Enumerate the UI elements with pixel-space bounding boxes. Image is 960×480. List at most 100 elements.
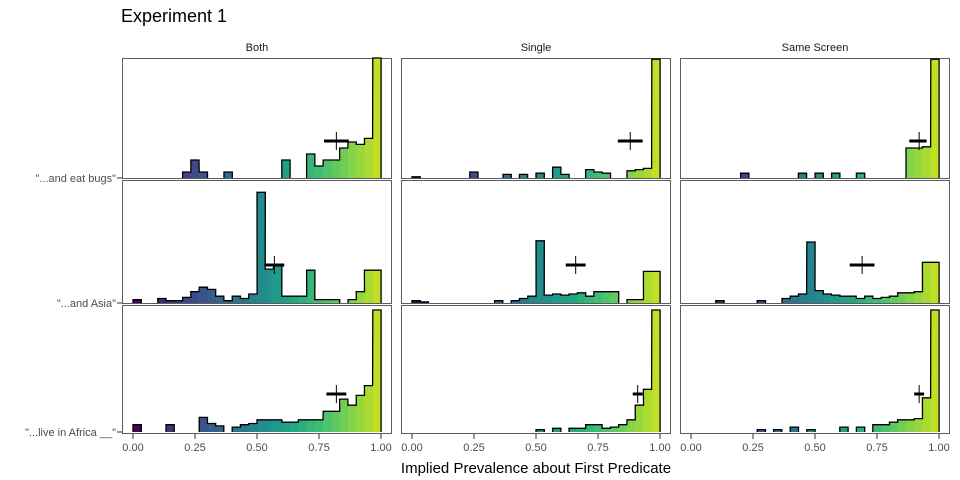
histogram-bar bbox=[715, 300, 725, 303]
histogram-bar bbox=[930, 310, 940, 432]
histogram-bar bbox=[577, 428, 587, 432]
histogram-bar bbox=[643, 271, 653, 303]
facet-strip-same-screen: Same Screen bbox=[680, 37, 950, 57]
histogram-bar bbox=[356, 291, 365, 303]
histogram-bar bbox=[823, 293, 832, 303]
histogram-bar bbox=[790, 296, 799, 303]
histogram-bar bbox=[314, 299, 324, 303]
histogram-bar bbox=[348, 405, 357, 432]
histogram-bar bbox=[602, 291, 611, 303]
x-tick-label: 0.25 bbox=[742, 442, 763, 454]
histogram-bar bbox=[864, 296, 874, 303]
histogram-bar bbox=[372, 270, 382, 303]
histogram-outline bbox=[132, 309, 382, 432]
chart-title: Experiment 1 bbox=[121, 6, 227, 26]
facet-strip-label: Both bbox=[246, 42, 269, 54]
histogram-bar bbox=[190, 160, 200, 178]
histogram-bar bbox=[536, 240, 545, 303]
histogram-bar bbox=[273, 419, 283, 432]
histogram-bar bbox=[273, 264, 283, 303]
histogram-bar bbox=[257, 192, 266, 303]
histogram-same-screen-2 bbox=[715, 241, 940, 303]
histogram-bar bbox=[922, 397, 932, 432]
histogram-bar bbox=[856, 427, 866, 432]
histogram-bar bbox=[306, 419, 316, 432]
histogram-bar bbox=[627, 419, 636, 432]
histogram-bar bbox=[364, 385, 374, 432]
histogram-bar bbox=[339, 148, 349, 178]
histogram-bar bbox=[815, 173, 824, 178]
histogram-bar bbox=[165, 300, 175, 303]
histogram-bar bbox=[610, 427, 620, 432]
histogram-bar bbox=[881, 424, 890, 432]
histogram-bar bbox=[224, 172, 233, 178]
panel-border-both-row2 bbox=[122, 180, 392, 304]
histogram-bar bbox=[602, 428, 611, 432]
x-tick-label: 0.00 bbox=[401, 442, 422, 454]
x-tick-label: 0.50 bbox=[525, 442, 546, 454]
histogram-bar bbox=[585, 296, 595, 303]
histogram-bar bbox=[872, 424, 882, 432]
histogram-bar bbox=[914, 148, 923, 178]
x-tick-label: 1.00 bbox=[928, 442, 949, 454]
panel-border-same-screen-row3 bbox=[680, 305, 950, 434]
histogram-bar bbox=[364, 270, 374, 303]
histogram-bar bbox=[207, 423, 217, 432]
histogram-bar bbox=[372, 310, 382, 432]
histogram-bar bbox=[568, 293, 578, 303]
histogram-bar bbox=[248, 293, 258, 303]
histogram-both-1 bbox=[181, 57, 382, 178]
histogram-bar bbox=[199, 417, 208, 432]
histogram-bar bbox=[519, 298, 529, 303]
histogram-bar bbox=[339, 399, 349, 432]
histogram-bar bbox=[593, 291, 603, 303]
histogram-bar bbox=[314, 166, 324, 178]
histogram-bar bbox=[348, 142, 357, 178]
histogram-outline bbox=[756, 309, 940, 432]
x-tick-label: 0.25 bbox=[463, 442, 484, 454]
x-tick-label: 1.00 bbox=[370, 442, 391, 454]
histogram-outline bbox=[535, 309, 661, 432]
histogram-outline bbox=[715, 241, 940, 303]
histogram-bar bbox=[577, 292, 587, 303]
histogram-bar bbox=[511, 300, 520, 303]
histogram-bar bbox=[536, 429, 545, 432]
histogram-bar bbox=[372, 58, 382, 178]
histogram-bar bbox=[503, 174, 512, 178]
histogram-bar bbox=[240, 298, 250, 303]
panel-border-both-row1 bbox=[122, 58, 392, 179]
histogram-bar bbox=[757, 300, 766, 303]
histogram-bar bbox=[281, 422, 291, 432]
histogram-bar bbox=[618, 424, 628, 432]
histogram-bar bbox=[306, 154, 316, 178]
row-label-3: "...live in Africa __" bbox=[25, 427, 116, 439]
histogram-bar bbox=[298, 419, 308, 432]
facet-strip-single: Single bbox=[401, 37, 671, 57]
histogram-bar bbox=[593, 172, 603, 178]
panel-border-same-screen-row1 bbox=[680, 58, 950, 179]
histogram-bar bbox=[265, 419, 274, 432]
histogram-bar bbox=[906, 148, 915, 178]
histogram-bar bbox=[544, 295, 553, 303]
histogram-bar bbox=[494, 300, 504, 303]
panel-border-single-row2 bbox=[401, 180, 671, 304]
histogram-bar bbox=[182, 297, 192, 303]
histogram-bar bbox=[922, 262, 932, 303]
histogram-bar bbox=[331, 411, 341, 432]
histogram-bar bbox=[757, 429, 766, 432]
histogram-bar bbox=[356, 395, 365, 432]
histogram-both-2 bbox=[132, 191, 382, 303]
histogram-bar bbox=[133, 299, 142, 303]
histogram-bar bbox=[593, 424, 603, 432]
facet-strip-bg bbox=[680, 37, 950, 57]
histogram-bar bbox=[240, 424, 250, 432]
histogram-bar bbox=[257, 419, 266, 432]
histogram-bar bbox=[568, 428, 578, 432]
facet-strip-bg bbox=[122, 37, 392, 57]
histogram-bar bbox=[519, 174, 529, 178]
histogram-bar bbox=[773, 429, 783, 432]
histogram-bar bbox=[906, 292, 915, 303]
histogram-bar bbox=[627, 299, 636, 303]
histogram-bar bbox=[889, 296, 899, 303]
